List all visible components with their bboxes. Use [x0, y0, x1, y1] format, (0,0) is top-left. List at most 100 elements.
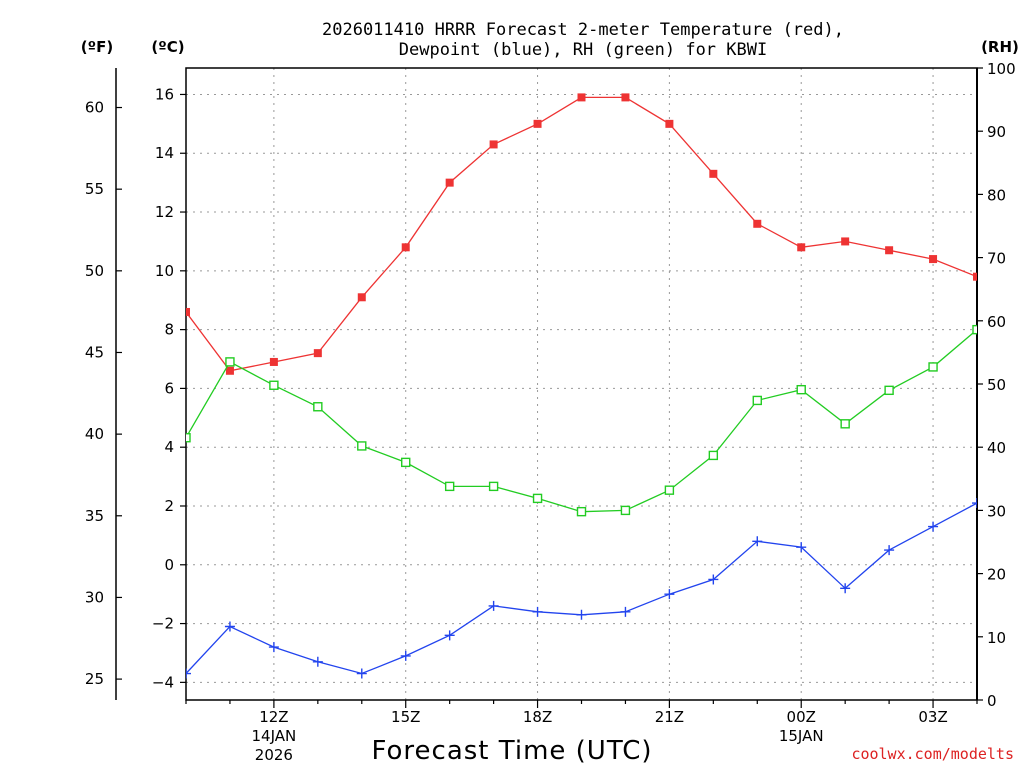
- rh-point: [488, 481, 499, 492]
- rh-tick-label: 50: [987, 376, 1006, 394]
- celsius-tick-label: 10: [155, 262, 174, 280]
- fahrenheit-tick-label: 40: [85, 425, 104, 443]
- celsius-tick-label: 0: [164, 556, 174, 574]
- temperature-point: [797, 243, 806, 252]
- rh-point: [708, 450, 719, 461]
- temperature-point: [445, 178, 454, 187]
- rh-point: [620, 505, 631, 516]
- rh-point: [313, 402, 323, 412]
- dewpoint-point: [884, 545, 895, 556]
- rh-tick-label: 10: [987, 629, 1006, 647]
- dewpoint-point: [186, 668, 191, 679]
- dewpoint-point: [356, 668, 367, 679]
- rh-point: [664, 485, 675, 495]
- dewpoint-point: [620, 606, 631, 617]
- rh-point: [401, 457, 411, 468]
- dewpoint-point: [268, 642, 279, 653]
- celsius-tick-label: 6: [164, 379, 174, 397]
- rh-tick-label: 40: [987, 439, 1006, 457]
- temperature-point: [533, 119, 542, 128]
- x-tick-date-label: 14JAN: [252, 727, 297, 745]
- rh-point: [972, 324, 977, 335]
- dewpoint-point: [708, 574, 719, 585]
- temperature-point: [401, 243, 410, 252]
- temperature-point: [186, 307, 190, 316]
- x-tick-label: 00Z: [787, 708, 816, 726]
- rh-tick-label: 20: [987, 566, 1006, 584]
- rh-point: [532, 493, 543, 504]
- temperature-point: [489, 140, 498, 149]
- rh-point: [186, 433, 191, 443]
- temperature-point: [313, 349, 322, 358]
- celsius-tick-label: 4: [164, 438, 174, 456]
- celsius-unit-label: (ºC): [151, 38, 184, 56]
- x-axis-title: Forecast Time (UTC): [371, 736, 652, 766]
- rh-tick-label: 70: [987, 250, 1006, 268]
- temperature-point: [621, 93, 630, 102]
- series-group: [186, 93, 977, 679]
- fahrenheit-tick-label: 25: [85, 670, 104, 688]
- dewpoint-point: [224, 621, 235, 632]
- rh-tick-label: 100: [987, 60, 1016, 78]
- rh-tick-label: 80: [987, 186, 1006, 204]
- fahrenheit-tick-label: 45: [85, 343, 104, 361]
- rh-point: [357, 441, 367, 451]
- temperature-point: [577, 93, 586, 102]
- temperature-point: [709, 169, 718, 178]
- rh-line: [186, 329, 977, 513]
- celsius-tick-label: 2: [164, 497, 174, 515]
- temperature-point: [929, 255, 938, 264]
- temperature-point: [753, 219, 762, 228]
- temperature-point: [269, 357, 278, 366]
- temperature-point: [225, 366, 234, 375]
- x-tick-label: 18Z: [523, 708, 552, 726]
- dewpoint-point: [664, 589, 675, 600]
- dewpoint-point: [532, 606, 543, 617]
- x-tick-label: 03Z: [918, 708, 947, 726]
- fahrenheit-tick-label: 30: [85, 588, 104, 606]
- rh-point: [576, 506, 587, 517]
- celsius-tick-label: 12: [155, 203, 174, 221]
- dewpoint-point: [312, 656, 323, 667]
- fahrenheit-unit-label: (ºF): [81, 38, 113, 56]
- dewpoint-point: [576, 609, 587, 620]
- rh-point: [225, 357, 235, 367]
- x-tick-date-label: 15JAN: [779, 727, 824, 745]
- rh-tick-label: 90: [987, 123, 1006, 141]
- dewpoint-point: [400, 650, 411, 661]
- rh-tick-label: 0: [987, 692, 997, 710]
- temperature-point: [665, 119, 674, 128]
- temperature-point: [885, 246, 894, 255]
- plot-frame: [185, 67, 978, 701]
- rh-point: [269, 380, 279, 390]
- celsius-tick-label: −4: [152, 673, 174, 691]
- celsius-tick-label: −2: [152, 615, 174, 633]
- celsius-tick-label: 14: [155, 144, 174, 162]
- dewpoint-point: [840, 583, 851, 594]
- rh-point: [796, 384, 806, 395]
- dewpoint-point: [444, 630, 455, 641]
- rh-unit-label: (RH): [981, 38, 1019, 56]
- rh-point: [928, 362, 938, 372]
- dewpoint-point: [928, 521, 939, 532]
- dewpoint-point: [796, 542, 807, 553]
- temperature-point: [841, 237, 850, 246]
- rh-tick-label: 30: [987, 502, 1006, 520]
- chart-title: 2026011410 HRRR Forecast 2-meter Tempera…: [322, 20, 844, 40]
- dewpoint-line: [186, 502, 977, 675]
- rh-point: [444, 481, 455, 492]
- temperature-point: [973, 272, 977, 281]
- x-tick-label: 15Z: [391, 708, 420, 726]
- rh-point: [840, 419, 850, 429]
- dewpoint-point: [972, 498, 977, 509]
- source-credit: coolwx.com/modelts: [851, 745, 1014, 763]
- dewpoint-point: [488, 600, 499, 611]
- x-tick-year-label: 2026: [255, 746, 293, 764]
- celsius-tick-label: 8: [164, 321, 174, 339]
- fahrenheit-tick-label: 60: [85, 99, 104, 117]
- chart-subtitle: Dewpoint (blue), RH (green) for KBWI: [399, 40, 767, 60]
- x-tick-label: 21Z: [655, 708, 684, 726]
- temperature-point: [357, 293, 366, 302]
- rh-point: [884, 385, 894, 396]
